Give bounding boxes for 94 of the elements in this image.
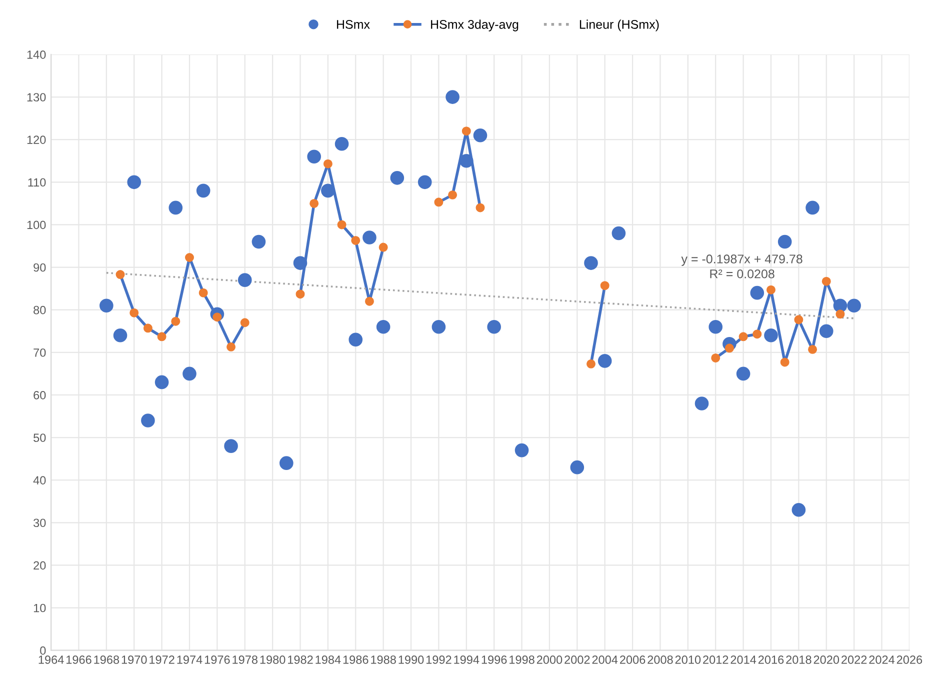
- y-tick-label: 0: [40, 646, 46, 655]
- x-tick-label: 2002: [564, 656, 590, 664]
- x-tick-label: 1976: [204, 656, 230, 664]
- x-tick-label: 1968: [94, 656, 120, 664]
- x-tick-label: 2004: [592, 656, 618, 664]
- x-tick-label: 1982: [288, 656, 313, 664]
- point: [418, 175, 432, 190]
- x-tick-label: 1994: [454, 656, 480, 664]
- x-tick-label: 1964: [38, 656, 64, 664]
- x-tick-label: 2008: [648, 656, 673, 664]
- y-tick-label: 10: [34, 604, 46, 612]
- point: [127, 175, 142, 190]
- y-tick-label: 60: [34, 391, 46, 400]
- point: [238, 273, 252, 287]
- y-tick-label: 30: [34, 518, 46, 528]
- y-tick-label: 40: [33, 476, 46, 484]
- point: [612, 226, 626, 240]
- x-tick-label: 1996: [482, 656, 507, 664]
- point: [598, 354, 612, 368]
- x-tick-label: 1990: [398, 656, 424, 664]
- x-tick-label: 2006: [620, 656, 646, 664]
- point: [432, 320, 446, 334]
- point: [847, 298, 861, 313]
- point: [182, 366, 196, 381]
- y-tick-label: 110: [28, 178, 46, 187]
- point: [168, 200, 183, 215]
- x-tick-label: 2010: [675, 656, 701, 664]
- point: [252, 234, 266, 249]
- x-tick-label: 1998: [510, 656, 534, 664]
- point: [348, 332, 363, 347]
- x-tick-label: 1978: [232, 656, 258, 664]
- point: [736, 366, 750, 381]
- legend-label: HSmx 3day-avg: [431, 20, 518, 32]
- annotation: R² = 0.0208: [710, 269, 774, 278]
- point: [196, 184, 210, 198]
- point: [224, 439, 238, 453]
- point: [376, 320, 390, 334]
- legend-label: Lineur (HSmx): [580, 20, 659, 32]
- annotation: y = -0.1987x + 479.78: [681, 254, 802, 266]
- y-tick-label: 70: [34, 348, 46, 357]
- point: [113, 328, 128, 342]
- point: [833, 298, 848, 313]
- x-tick-label: 1992: [426, 656, 452, 664]
- x-tick-label: 1974: [177, 656, 202, 664]
- x-tick-label: 2018: [786, 656, 812, 664]
- point: [321, 184, 335, 198]
- x-tick-label: 1984: [316, 656, 341, 664]
- point: [390, 171, 404, 185]
- point: [792, 502, 806, 517]
- point: [806, 200, 820, 215]
- point: [584, 256, 598, 270]
- x-tick-label: 2022: [842, 656, 867, 664]
- point: [764, 328, 778, 342]
- point: [334, 136, 349, 151]
- y-tick-label: 20: [34, 561, 46, 570]
- y-tick-label: 50: [34, 434, 46, 442]
- y-tick-label: 100: [27, 220, 46, 230]
- point: [514, 443, 529, 458]
- point: [459, 154, 474, 168]
- point: [280, 456, 294, 470]
- x-tick-label: 2014: [730, 656, 756, 664]
- x-tick-label: 2024: [869, 656, 895, 664]
- x-tick-label: 1970: [122, 656, 147, 664]
- point: [778, 234, 792, 249]
- x-tick-label: 1986: [343, 656, 368, 664]
- point: [750, 286, 764, 300]
- point: [446, 90, 460, 104]
- x-tick-label: 1972: [150, 656, 174, 664]
- point: [487, 320, 501, 334]
- point: [570, 460, 584, 474]
- point: [141, 414, 155, 428]
- x-tick-label: 2016: [758, 656, 784, 664]
- y-tick-label: 120: [27, 136, 46, 144]
- point: [694, 396, 709, 410]
- x-tick-label: 2000: [536, 656, 562, 664]
- point: [100, 298, 114, 313]
- point: [154, 375, 169, 390]
- y-tick-label: 130: [27, 93, 46, 102]
- y-tick-label: 90: [34, 263, 46, 272]
- point: [473, 128, 488, 142]
- x-tick-label: 2012: [703, 656, 728, 664]
- point: [819, 324, 834, 338]
- x-tick-label: 1980: [260, 656, 286, 664]
- point: [293, 256, 308, 270]
- point: [708, 320, 723, 334]
- point: [362, 230, 376, 244]
- legend-label: HSmx: [337, 20, 370, 29]
- x-tick-label: 2020: [814, 656, 840, 664]
- x-tick-label: 2026: [896, 656, 922, 664]
- y-tick-label: 80: [34, 306, 46, 314]
- point: [307, 150, 322, 164]
- x-tick-label: 1988: [371, 656, 396, 664]
- x-tick-label: 1966: [66, 656, 92, 664]
- y-tick-label: 140: [27, 50, 46, 59]
